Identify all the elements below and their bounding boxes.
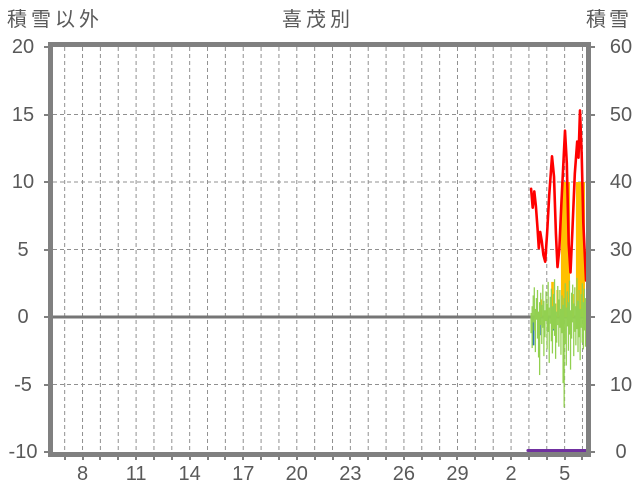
plot-area: [48, 42, 591, 457]
right-axis-tick-label: 40: [609, 171, 633, 193]
axis-tick: [44, 451, 48, 453]
axis-tick: [438, 457, 441, 460]
axis-tick: [242, 457, 245, 460]
x-axis-tick-label: 29: [446, 463, 469, 485]
axis-tick: [545, 457, 548, 460]
axis-tick: [591, 316, 595, 318]
axis-tick: [563, 457, 566, 460]
axis-tick: [188, 457, 191, 460]
x-axis-tick-label: 8: [76, 463, 89, 485]
axis-tick: [117, 457, 120, 460]
axis-tick: [44, 248, 48, 251]
right-axis-tick-label: 30: [609, 238, 633, 261]
axis-tick: [63, 457, 66, 460]
axis-tick: [170, 457, 173, 460]
axis-tick: [581, 457, 584, 460]
series-red-line: [529, 109, 586, 282]
axis-tick: [349, 457, 352, 460]
axis-tick: [44, 46, 48, 48]
right-axis-tick-label: 60: [609, 36, 633, 58]
axis-tick: [224, 457, 227, 460]
x-axis-tick-label: 23: [339, 463, 362, 485]
axis-tick: [260, 457, 263, 460]
axis-tick: [527, 457, 530, 460]
axis-tick: [510, 457, 513, 460]
left-axis-title: 積雪以外: [7, 9, 103, 31]
left-axis-tick-label: 10: [11, 171, 35, 193]
axis-tick: [331, 457, 334, 460]
x-axis-tick-label: 5: [559, 463, 571, 485]
right-axis-title: 積雪: [586, 9, 632, 31]
right-axis-tick-label: 0: [615, 441, 627, 463]
left-axis-tick-label: -5: [14, 373, 32, 396]
axis-tick: [591, 113, 595, 116]
horizontal-gridlines: [53, 114, 586, 385]
left-axis-tick-label: 15: [11, 103, 35, 126]
x-axis-tick-label: 14: [178, 463, 201, 485]
left-axis-tick-label: 20: [11, 36, 35, 58]
axis-tick: [44, 383, 48, 386]
axis-tick: [206, 457, 209, 460]
right-axis-tick-label: 10: [609, 373, 633, 396]
axis-tick: [367, 457, 370, 460]
axis-tick: [152, 457, 155, 460]
axis-tick: [313, 457, 316, 460]
axis-tick: [385, 457, 388, 460]
x-axis-tick-label: 17: [232, 463, 255, 485]
axis-tick: [44, 113, 48, 116]
axis-tick: [81, 457, 84, 460]
right-axis-tick-label: 50: [609, 103, 633, 126]
axis-tick: [591, 181, 595, 183]
x-axis-tick-label: 2: [505, 463, 517, 485]
axis-tick: [591, 46, 595, 48]
series-green-bars: [530, 277, 586, 408]
axis-tick: [44, 181, 48, 183]
axis-tick: [492, 457, 495, 460]
axis-tick: [456, 457, 459, 460]
axis-tick: [44, 316, 48, 318]
x-axis-tick-label: 11: [125, 463, 147, 485]
axis-tick: [591, 451, 595, 453]
left-axis-tick-label: 0: [17, 306, 29, 328]
left-axis-tick-label: 5: [17, 238, 29, 261]
axis-tick: [402, 457, 405, 460]
left-axis-tick-label: -10: [8, 441, 38, 463]
axis-tick: [420, 457, 423, 460]
axis-tick: [277, 457, 280, 460]
x-axis-tick-label: 26: [392, 463, 416, 485]
axis-tick: [591, 383, 595, 386]
axis-tick: [295, 457, 298, 460]
x-axis-tick-label: 20: [285, 463, 308, 485]
axis-tick: [591, 248, 595, 251]
axis-tick: [474, 457, 477, 460]
right-axis-tick-label: 20: [609, 306, 633, 328]
chart-title: 喜茂別: [282, 9, 354, 31]
plot-svg: [53, 47, 586, 452]
axis-tick: [135, 457, 138, 460]
axis-tick: [99, 457, 102, 460]
